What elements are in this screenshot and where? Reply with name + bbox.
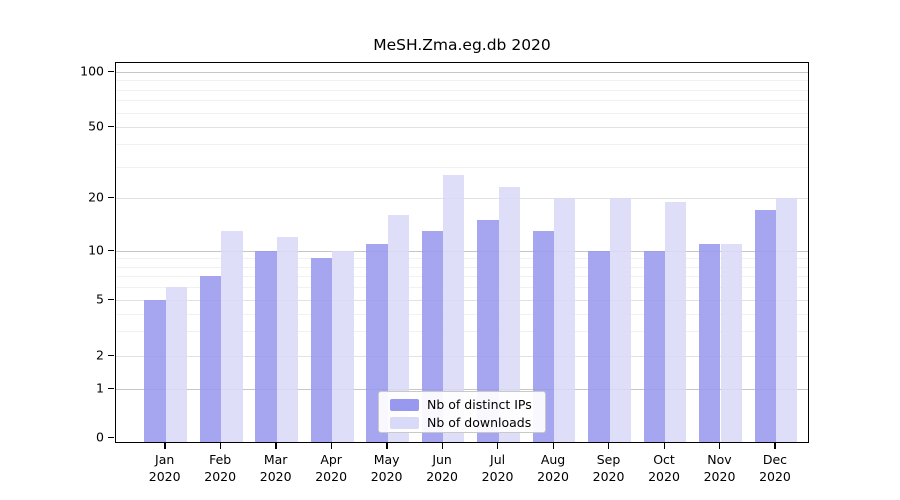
y-axis-label-0: 0 bbox=[96, 429, 104, 445]
grid-line-60 bbox=[116, 112, 808, 114]
x-axis-label-feb: Feb 2020 bbox=[204, 452, 237, 484]
x-axis-tick-aug bbox=[552, 443, 554, 449]
grid-line-40 bbox=[116, 144, 808, 146]
x-axis-label-jun: Jun 2020 bbox=[426, 452, 458, 484]
bar-distinct-ips-dec bbox=[754, 210, 776, 442]
x-axis-tick-feb bbox=[219, 443, 222, 449]
legend-swatch-distinct-ips bbox=[390, 398, 419, 411]
legend-entry-distinct-ips: Nb of distinct IPs bbox=[390, 397, 532, 412]
grid-line-100 bbox=[116, 72, 808, 73]
x-axis-tick-jan bbox=[164, 443, 166, 449]
y-axis-label-5: 5 bbox=[96, 291, 104, 307]
bar-distinct-ips-oct bbox=[643, 251, 665, 442]
grid-line-70 bbox=[116, 100, 808, 102]
x-axis-label-may: May 2020 bbox=[370, 452, 403, 484]
bar-downloads-feb bbox=[221, 230, 243, 442]
bar-distinct-ips-sep bbox=[588, 251, 610, 442]
x-axis-tick-dec bbox=[774, 443, 776, 449]
y-axis-label-10: 10 bbox=[88, 242, 104, 258]
bar-downloads-mar bbox=[276, 237, 299, 442]
y-axis-label-1: 1 bbox=[96, 380, 104, 396]
y-axis-tick-50 bbox=[108, 125, 114, 127]
x-axis-label-apr: Apr 2020 bbox=[315, 452, 348, 484]
x-axis-tick-apr bbox=[330, 443, 333, 449]
y-axis-tick-100 bbox=[108, 70, 114, 72]
x-axis-label-mar: Mar 2020 bbox=[259, 452, 292, 484]
bar-distinct-ips-jan bbox=[144, 300, 166, 442]
x-axis-label-oct: Oct 2020 bbox=[648, 452, 680, 484]
bar-downloads-jun bbox=[443, 174, 465, 442]
y-axis-label-100: 100 bbox=[80, 63, 104, 79]
bar-downloads-sep bbox=[609, 198, 631, 442]
bar-downloads-apr bbox=[332, 251, 354, 442]
bar-downloads-aug bbox=[554, 198, 576, 442]
x-axis-tick-mar bbox=[275, 443, 277, 449]
bar-distinct-ips-apr bbox=[310, 258, 333, 442]
bar-downloads-oct bbox=[665, 201, 687, 442]
x-axis-label-jan: Jan 2020 bbox=[148, 452, 181, 484]
plot-area bbox=[115, 62, 809, 443]
bar-downloads-nov bbox=[720, 243, 742, 442]
y-axis-tick-20 bbox=[108, 196, 114, 198]
bar-distinct-ips-feb bbox=[199, 276, 222, 442]
x-axis-tick-nov bbox=[719, 443, 721, 449]
chart-title: MeSH.Zma.eg.db 2020 bbox=[373, 36, 551, 54]
x-axis-label-sep: Sep 2020 bbox=[592, 452, 625, 484]
bar-downloads-dec bbox=[775, 198, 798, 442]
grid-line-80 bbox=[116, 89, 808, 91]
bar-downloads-jul bbox=[498, 187, 520, 442]
bar-distinct-ips-mar bbox=[255, 251, 277, 442]
y-axis-tick-1 bbox=[108, 387, 114, 389]
y-axis-label-50: 50 bbox=[88, 118, 104, 134]
bar-downloads-jan bbox=[165, 287, 188, 442]
x-axis-label-nov: Nov 2020 bbox=[703, 452, 736, 484]
y-axis-label-2: 2 bbox=[96, 347, 104, 363]
bar-distinct-ips-nov bbox=[699, 243, 721, 442]
bar-distinct-ips-jul bbox=[477, 219, 499, 442]
bar-distinct-ips-jun bbox=[421, 230, 444, 442]
y-axis-label-20: 20 bbox=[88, 189, 104, 205]
x-axis-label-dec: Dec 2020 bbox=[759, 452, 791, 484]
x-axis-label-aug: Aug 2020 bbox=[537, 452, 569, 484]
y-axis-tick-2 bbox=[108, 354, 114, 356]
grid-line-90 bbox=[116, 80, 808, 82]
x-axis-tick-jul bbox=[497, 443, 499, 449]
legend-label-downloads: Nb of downloads bbox=[427, 415, 532, 430]
x-axis-tick-may bbox=[386, 443, 388, 449]
legend-entry-downloads: Nb of downloads bbox=[390, 415, 532, 430]
y-axis-tick-5 bbox=[108, 298, 114, 300]
bar-distinct-ips-aug bbox=[532, 230, 555, 442]
x-axis-tick-sep bbox=[608, 443, 610, 449]
legend-swatch-downloads bbox=[390, 416, 419, 429]
x-axis-tick-oct bbox=[663, 443, 665, 449]
grid-line-30 bbox=[116, 166, 808, 168]
legend: Nb of distinct IPs Nb of downloads bbox=[378, 391, 546, 433]
grid-line-50 bbox=[116, 127, 808, 128]
x-axis-label-jul: Jul 2020 bbox=[481, 452, 514, 484]
x-axis-tick-jun bbox=[441, 443, 443, 449]
y-axis-tick-10 bbox=[108, 249, 114, 251]
y-axis-tick-0 bbox=[108, 436, 114, 438]
bar-downloads-may bbox=[387, 215, 409, 442]
legend-label-distinct-ips: Nb of distinct IPs bbox=[427, 397, 532, 412]
